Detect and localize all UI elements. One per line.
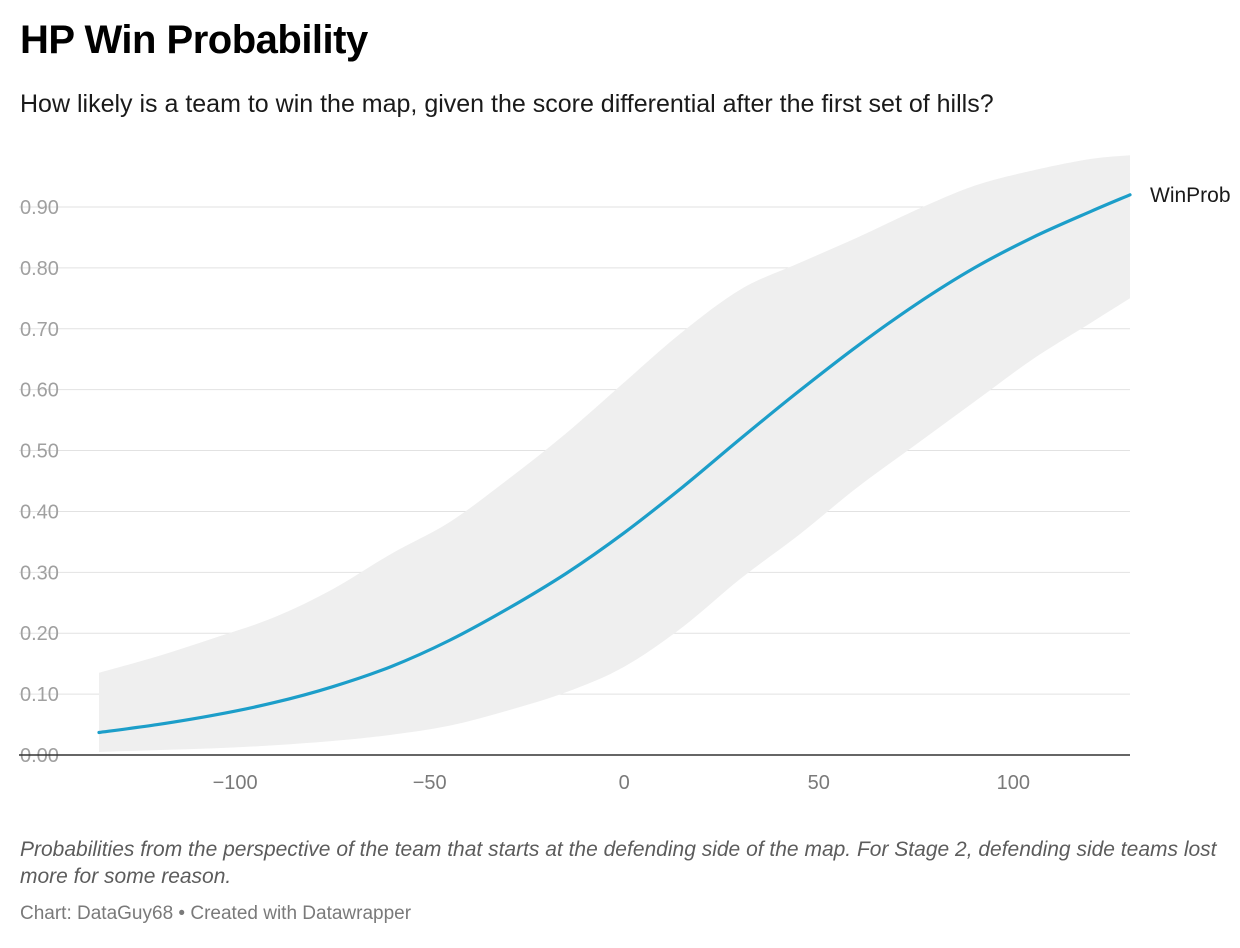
y-tick-label: 0.80: [20, 258, 59, 280]
x-tick-label: 0: [619, 772, 630, 794]
x-tick-label: −50: [413, 772, 447, 794]
chart-subtitle: How likely is a team to win the map, giv…: [20, 90, 994, 118]
chart-notes: Probabilities from the perspective of th…: [20, 838, 1217, 888]
footer-credit: Created with Datawrapper: [190, 903, 412, 924]
y-tick-label: 0.30: [20, 562, 59, 584]
x-tick-label: 50: [808, 772, 830, 794]
confidence-band: [99, 155, 1130, 752]
winprob-series-line: [97, 193, 1132, 735]
y-tick-label: 0.10: [20, 684, 59, 706]
chart-title: HP Win Probability: [20, 18, 368, 62]
series-label: WinProb: [1150, 184, 1231, 207]
y-tick-label: 0.40: [20, 501, 59, 523]
win-probability-chart: 0.00 0.10 0.20 0.30 0.40 0.50 0.60 0.70 0.80 0.90…: [19, 155, 1231, 794]
y-tick-label: 0.20: [20, 623, 59, 645]
y-tick-label: 0.90: [20, 197, 59, 219]
x-tick-label: −100: [213, 772, 258, 794]
chart-footer: Chart: DataGuy68 • Created with Datawrap…: [20, 903, 411, 925]
y-tick-label: 0.00: [20, 745, 59, 767]
y-tick-label: 0.50: [20, 441, 59, 463]
footer-separator: •: [173, 903, 191, 924]
x-tick-label: 100: [997, 772, 1030, 794]
footer-source: Chart: DataGuy68: [20, 903, 174, 924]
y-tick-label: 0.70: [20, 319, 59, 341]
y-tick-label: 0.60: [20, 380, 59, 402]
